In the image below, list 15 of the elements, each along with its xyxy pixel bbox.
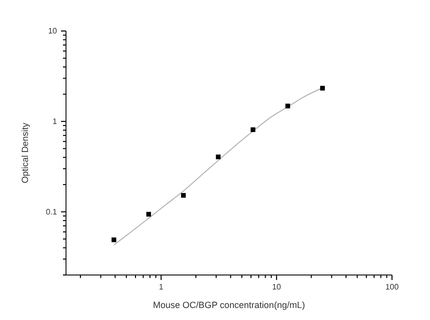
- y-tick-label: 10: [48, 26, 58, 36]
- point: [112, 237, 116, 242]
- x-tick-label: 1: [158, 282, 164, 292]
- point: [285, 104, 290, 108]
- x-tick-label: 10: [272, 282, 282, 292]
- point: [181, 193, 186, 198]
- point: [216, 154, 221, 160]
- point: [250, 127, 256, 132]
- x-tick-label: 100: [385, 282, 400, 292]
- y-axis-title: Optical Density: [20, 122, 30, 184]
- y-tick-label: 0.1: [46, 207, 58, 216]
- point: [146, 212, 151, 217]
- x-axis-title: Mouse OC/BGP concentration(ng/mL): [153, 300, 305, 310]
- point: [320, 86, 325, 91]
- y-tick-label: 1: [52, 116, 58, 126]
